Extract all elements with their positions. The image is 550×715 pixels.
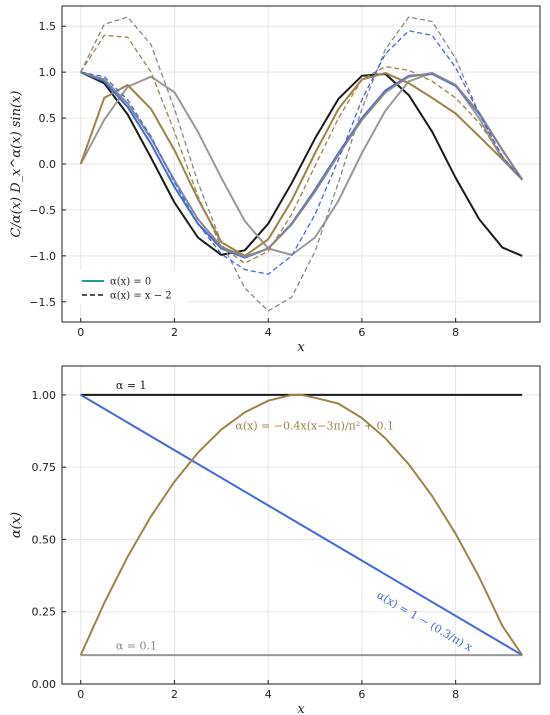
top-series-line-5 [80, 16, 523, 312]
top-series [79, 16, 524, 312]
top-xtick-label-4: 8 [452, 326, 459, 339]
bottom-ticks: 0 2 4 6 8 0.00 0.25 0.50 0.75 1.00 [32, 389, 460, 701]
top-series-line-2 [79, 72, 523, 257]
top-xtick-label-3: 6 [358, 326, 365, 339]
bottom-chart: 0 2 4 6 8 0.00 0.25 0.50 0.75 1.00 x α(x) α = 1 α(… [9, 365, 541, 715]
top-xtick-label-1: 2 [171, 326, 178, 339]
top-ytick-label-4: 0.5 [39, 112, 57, 125]
top-ticks: 0 2 4 6 8 −1.5 −1.0 −0.5 0.0 0.5 1.0 1.5 [29, 20, 459, 339]
bottom-ytick-label-1: 0.25 [32, 606, 57, 619]
top-series-line-0 [80, 71, 523, 257]
top-xtick-label-2: 4 [265, 326, 272, 339]
bottom-ytick-label-2: 0.50 [32, 533, 57, 546]
bottom-series-line-3 [79, 393, 524, 656]
bottom-annotations: α = 1α(x) = −0.4x(x−3π)/π² + 0.1α(x) = 1… [116, 379, 476, 654]
top-chart: 0 2 4 6 8 −1.5 −1.0 −0.5 0.0 0.5 1.0 1.5 x C/α(x) D… [9, 5, 541, 355]
legend-label-dashed: α(x) = x − 2 [110, 291, 172, 302]
bottom-y-axis-label: α(x) [9, 512, 24, 538]
top-ytick-label-0: −1.5 [29, 296, 56, 309]
bottom-series-line-2 [80, 394, 523, 656]
bottom-xtick-label-2: 4 [265, 688, 272, 701]
top-ytick-label-3: 0.0 [39, 158, 57, 171]
top-xtick-label-0: 0 [77, 326, 84, 339]
bottom-xtick-label-4: 8 [452, 688, 459, 701]
top-ytick-label-2: −0.5 [29, 204, 56, 217]
bottom-xtick-label-0: 0 [77, 688, 84, 701]
top-y-axis-label: C/α(x) D_x^α(x) sin(x) [9, 91, 24, 238]
legend-background [68, 270, 188, 304]
bottom-x-axis-label: x [297, 702, 305, 715]
legend-label-solid: α(x) = 0 [110, 277, 151, 288]
bottom-plot-frame [61, 365, 541, 685]
bottom-annotation-1: α(x) = −0.4x(x−3π)/π² + 0.1 [235, 420, 394, 433]
bottom-xtick-label-3: 6 [358, 688, 365, 701]
bottom-ytick-label-3: 0.75 [32, 461, 57, 474]
top-series-line-6 [80, 34, 523, 264]
top-x-axis-label: x [297, 340, 305, 355]
bottom-ytick-label-4: 1.00 [32, 389, 57, 402]
top-ytick-label-5: 1.0 [39, 66, 57, 79]
bottom-series [79, 393, 524, 657]
bottom-annotation-3: α = 0.1 [116, 639, 157, 652]
top-series-line-4 [80, 71, 524, 258]
bottom-ytick-label-0: 0.00 [32, 678, 57, 691]
bottom-annotation-0: α = 1 [116, 379, 147, 392]
bottom-xtick-label-1: 2 [171, 688, 178, 701]
top-ytick-label-6: 1.5 [39, 20, 57, 33]
top-series-line-7 [80, 30, 523, 275]
top-ytick-label-1: −1.0 [29, 250, 56, 263]
top-legend: α(x) = 0 α(x) = x − 2 [68, 270, 188, 304]
